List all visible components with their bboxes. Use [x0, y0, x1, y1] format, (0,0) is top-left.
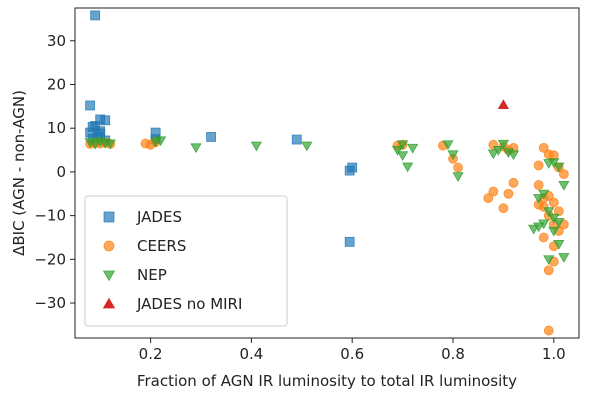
- point-nep-10: [391, 146, 404, 156]
- point-nep-17: [452, 172, 464, 183]
- legend-marker-nep: [102, 270, 116, 282]
- legend-marker-jades: [103, 211, 115, 223]
- point-nep-4: [104, 139, 116, 150]
- y-tick-label: 0: [56, 163, 66, 181]
- legend-label-jades: JADES: [136, 208, 182, 226]
- point-ceers-28: [533, 180, 544, 190]
- point-jades-15: [291, 134, 302, 145]
- point-ceers-17: [483, 193, 494, 204]
- point-ceers-31: [548, 197, 559, 208]
- point-jades-1: [85, 100, 96, 111]
- point-ceers-18: [488, 186, 499, 197]
- point-ceers-12: [453, 162, 463, 173]
- point-nep-6: [155, 136, 167, 147]
- x-tick-label: 0.2: [139, 345, 163, 363]
- x-tick-label: 0.8: [441, 345, 465, 363]
- point-jades-18: [344, 236, 355, 247]
- y-tick-label: −10: [34, 207, 66, 225]
- point-nep-18: [487, 149, 499, 160]
- point-jades-5: [90, 121, 101, 131]
- axis-ticks: 0.2 0.4 0.6 0.8 1.0 −30 −20 −10 0 10 20 30: [34, 32, 565, 363]
- y-tick-label: 20: [47, 75, 66, 93]
- point-ceers-23: [538, 142, 549, 153]
- point-ceers-21: [508, 177, 519, 188]
- x-tick-label: 0.6: [340, 345, 364, 363]
- point-jades-17: [344, 165, 355, 176]
- x-tick-label: 1.0: [542, 345, 566, 363]
- point-nep-28: [538, 189, 550, 200]
- point-nep-8: [250, 141, 263, 152]
- point-ceers-39: [538, 232, 549, 243]
- point-nep-37: [558, 253, 570, 263]
- point-nep-20: [497, 139, 510, 150]
- x-axis-label: Fraction of AGN IR luminosity to total I…: [137, 372, 517, 390]
- point-ceers-22: [533, 160, 544, 171]
- point-nep-22: [507, 150, 520, 161]
- point-nep-12: [401, 162, 414, 173]
- point-nep-16: [447, 150, 459, 161]
- point-nep-38: [543, 255, 555, 266]
- legend-label-jades-no-miri: JADES no MIRI: [136, 295, 242, 313]
- legend-label-ceers: CEERS: [137, 237, 186, 255]
- point-nep-33: [533, 222, 545, 233]
- y-tick-label: 10: [47, 119, 66, 137]
- point-nep-35: [548, 226, 560, 237]
- point-ceers-20: [503, 188, 514, 199]
- point-nep-11: [396, 151, 409, 162]
- data-points: [84, 10, 570, 336]
- legend-label-nep: NEP: [137, 266, 167, 284]
- plot-frame: [74, 7, 580, 339]
- legend-marker-jades-no-miri: [102, 297, 116, 309]
- point-nep-9: [301, 141, 313, 152]
- point-nep-31: [553, 218, 565, 228]
- point-jades-3: [100, 115, 111, 126]
- legend-box: [84, 195, 288, 327]
- legend: JADES CEERS NEP JADES no MIRI: [84, 195, 288, 327]
- point-nep-27: [533, 194, 545, 204]
- x-tick-label: 0.4: [239, 345, 263, 363]
- point-nep-36: [553, 240, 565, 250]
- point-ceers-32: [553, 206, 564, 217]
- point-nep-29: [543, 207, 555, 217]
- point-nep-26: [558, 181, 570, 191]
- point-nep-13: [407, 143, 419, 154]
- point-nep-34: [538, 219, 550, 230]
- y-axis-label: ΔBIC (AGN - non-AGN): [10, 90, 28, 256]
- point-nep-25: [553, 162, 565, 173]
- point-nep-7: [190, 143, 202, 154]
- y-tick-label: −30: [34, 294, 66, 312]
- y-tick-label: 30: [47, 32, 66, 50]
- point-jades-no-miri-0: [497, 99, 510, 110]
- point-jades-14: [206, 132, 216, 142]
- point-jades-0: [90, 10, 101, 21]
- legend-marker-ceers: [103, 240, 115, 252]
- point-nep-14: [396, 140, 409, 151]
- y-tick-label: −20: [34, 250, 66, 268]
- point-ceers-19: [498, 203, 509, 214]
- point-ceers-41: [543, 265, 554, 276]
- point-nep-15: [442, 140, 454, 151]
- point-ceers-27: [558, 169, 569, 179]
- point-nep-19: [492, 146, 505, 156]
- point-ceers-43: [543, 325, 554, 336]
